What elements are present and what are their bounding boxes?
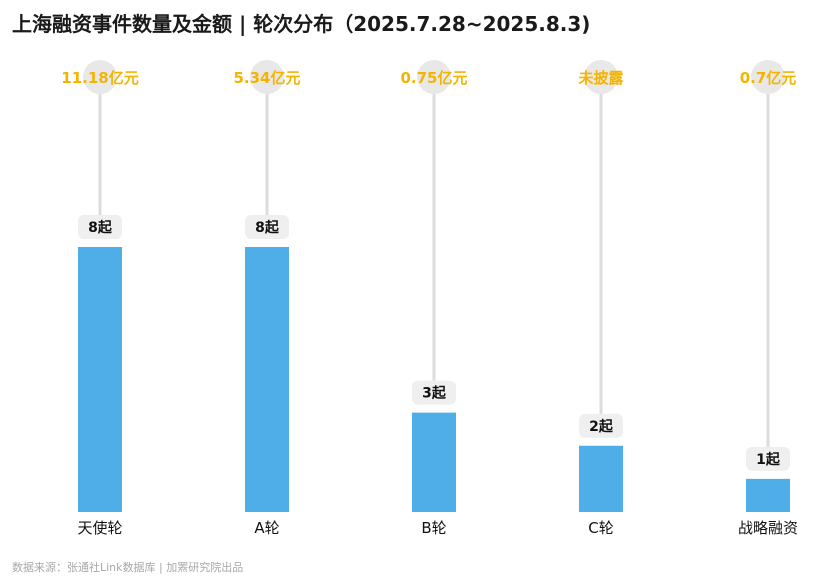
amount-circle (417, 60, 451, 94)
amount-circle (584, 60, 618, 94)
bar (412, 412, 456, 512)
amount-label: 5.34亿元 (233, 69, 300, 87)
count-badge (412, 380, 456, 405)
amount-label: 0.7亿元 (740, 69, 797, 87)
category-tick-label: A轮 (254, 519, 279, 537)
amount-label: 11.18亿元 (61, 69, 138, 87)
bar (746, 478, 790, 512)
count-label: 8起 (88, 219, 113, 236)
category-tick-label: C轮 (588, 519, 613, 537)
count-badge (78, 215, 122, 239)
count-badge (746, 446, 790, 471)
count-badge (579, 413, 623, 438)
category-tick-label: 天使轮 (77, 519, 122, 537)
category-tick-label: 战略融资 (738, 519, 798, 537)
bar (245, 247, 289, 512)
amount-label: 未披露 (577, 69, 624, 87)
bar (78, 247, 122, 512)
chart-title: 上海融资事件数量及金额 | 轮次分布（2025.7.28~2025.8.3) (12, 12, 591, 36)
count-label: 1起 (756, 451, 781, 468)
count-badge (245, 215, 289, 239)
amount-circle (751, 60, 785, 94)
count-label: 8起 (255, 219, 280, 236)
source-footnote: 数据来源：张通社Link数据库 | 加罴研究院出品 (12, 561, 244, 574)
amount-circle (83, 60, 117, 94)
bar (579, 445, 623, 512)
amount-circle (250, 60, 284, 94)
category-tick-label: B轮 (421, 519, 446, 537)
amount-label: 0.75亿元 (400, 69, 467, 87)
count-label: 2起 (589, 418, 614, 435)
count-label: 3起 (422, 385, 447, 402)
